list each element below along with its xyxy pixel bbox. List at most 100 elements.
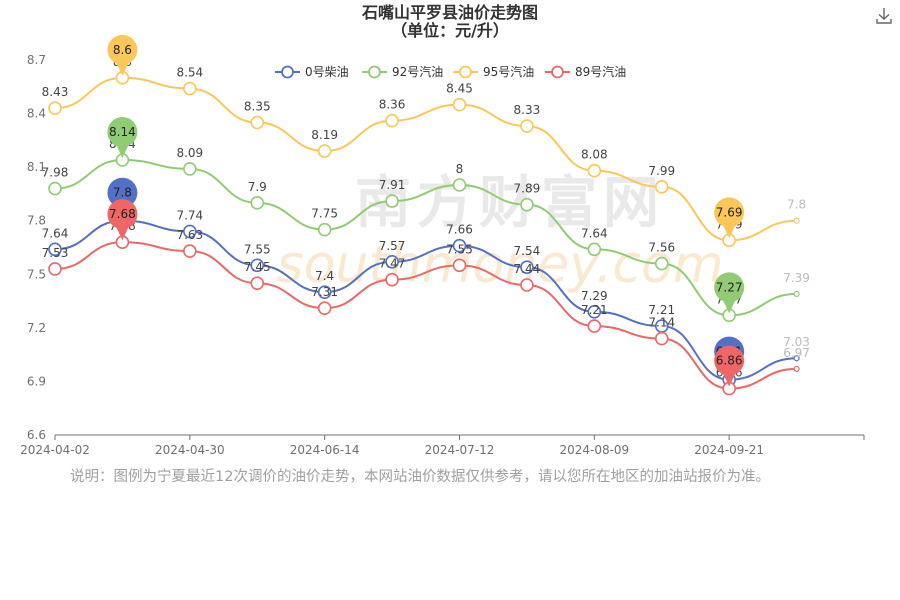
legend: 0号柴油 92号汽油 95号汽油 89号汽油 xyxy=(275,64,626,79)
marker-pin xyxy=(714,197,745,228)
marker-pin xyxy=(107,117,138,147)
x-tick-label: 2024-08-09 xyxy=(559,443,629,457)
legend-label: 89号汽油 xyxy=(575,64,626,79)
data-point xyxy=(48,181,62,196)
data-point xyxy=(520,278,534,292)
x-tick-label: 2024-06-14 xyxy=(290,443,360,457)
axes: 6.6 6.9 7.2 7.5 7.8 8.1 8.4 8.7 2024-04-02 2024-0… xyxy=(20,53,865,457)
legend-label: 95号汽油 xyxy=(483,64,534,79)
data-label: 7.57 xyxy=(379,239,406,253)
legend-symbol xyxy=(281,65,294,79)
marker-pin xyxy=(714,272,745,303)
data-label: 7.74 xyxy=(176,208,203,222)
data-point xyxy=(183,81,197,96)
legend-symbol xyxy=(459,65,472,79)
marker-pin-label: 7.69 xyxy=(716,205,743,219)
data-label: 7.56 xyxy=(648,241,675,255)
data-label: 7.8 xyxy=(787,198,806,212)
legend-symbol xyxy=(551,65,564,79)
marker-pin xyxy=(107,177,138,208)
marker-pin-label: 7.68 xyxy=(109,207,136,221)
data-label: 7.39 xyxy=(783,271,810,285)
watermark-text-en: southmoney.com xyxy=(277,235,724,295)
data-label: 7.31 xyxy=(311,285,338,299)
x-tick-label: 2024-04-02 xyxy=(20,443,90,457)
x-tick-label: 2024-07-12 xyxy=(425,443,495,457)
legend-label: 92号汽油 xyxy=(392,64,443,79)
data-label: 7.89 xyxy=(514,182,541,196)
y-tick-label: 8.7 xyxy=(27,53,46,67)
data-point xyxy=(48,242,62,257)
data-point xyxy=(183,244,197,258)
y-tick-label: 6.9 xyxy=(27,374,46,388)
legend-label: 0号柴油 xyxy=(305,65,349,79)
chart-title: 石嘴山平罗县油价走势图 xyxy=(361,3,538,22)
data-point xyxy=(385,113,399,128)
marker-pin-label: 7.27 xyxy=(716,280,743,294)
data-point xyxy=(793,217,800,224)
data-point xyxy=(587,319,602,333)
y-tick-label: 8.1 xyxy=(27,160,46,174)
data-point xyxy=(520,260,534,274)
data-label: 7.55 xyxy=(446,242,473,256)
data-label: 7.44 xyxy=(514,262,541,276)
y-tick-label: 7.8 xyxy=(27,214,46,228)
data-label: 7.63 xyxy=(176,228,203,242)
data-label: 7.91 xyxy=(379,178,406,192)
data-point xyxy=(520,197,534,212)
data-label: 8 xyxy=(456,162,464,176)
data-point xyxy=(654,331,669,346)
marker-pin-label: 8.6 xyxy=(113,43,132,57)
data-point xyxy=(250,258,265,273)
data-label: 7.4 xyxy=(315,269,334,283)
data-point xyxy=(587,242,602,257)
data-label: 8.19 xyxy=(311,128,338,142)
data-point xyxy=(587,304,602,319)
x-tick-label: 2024-09-21 xyxy=(694,443,764,457)
data-label: 8.08 xyxy=(581,148,608,162)
y-tick-label: 6.6 xyxy=(27,428,46,442)
data-point xyxy=(48,262,62,276)
data-label: 7.98 xyxy=(42,166,69,180)
data-label: 7.45 xyxy=(244,260,271,274)
data-label: 8.45 xyxy=(446,82,473,96)
data-label: 8.09 xyxy=(176,146,203,160)
legend-symbol xyxy=(368,65,381,79)
marker-pin xyxy=(714,345,745,376)
data-point xyxy=(654,256,669,271)
download-icon[interactable] xyxy=(874,6,894,26)
data-point xyxy=(793,290,800,298)
data-label: 7.21 xyxy=(648,303,675,317)
data-point xyxy=(317,144,332,158)
marker-pin xyxy=(107,34,138,65)
chart-subtitle: （单位：元/升） xyxy=(391,21,509,40)
data-point xyxy=(317,285,332,299)
y-tick-label: 8.4 xyxy=(27,107,46,121)
data-point xyxy=(587,163,602,178)
marker-pin xyxy=(107,199,138,230)
data-point xyxy=(793,365,800,373)
data-point xyxy=(385,254,399,269)
watermark-text-cn: 南方财富网 xyxy=(355,171,665,236)
data-label: 7.9 xyxy=(248,180,267,194)
data-point xyxy=(452,258,467,273)
data-label: 7.21 xyxy=(581,303,608,317)
data-label: 8.33 xyxy=(514,103,541,117)
data-point xyxy=(793,355,800,362)
data-point xyxy=(317,222,332,237)
data-label: 8.43 xyxy=(42,85,69,99)
marker-pins: 7.86.918.147.278.67.697.686.86 xyxy=(107,34,745,387)
chart-note: 说明：图例为宁夏最近12次调价的油价走势，本网站油价数据仅供参考，请以您所在地区… xyxy=(70,469,770,485)
data-label: 7.53 xyxy=(42,246,69,260)
data-label: 7.29 xyxy=(581,289,608,303)
x-tick-label: 2024-04-30 xyxy=(155,443,225,457)
marker-pin-label: 6.86 xyxy=(716,354,743,368)
data-point xyxy=(385,194,399,208)
data-point xyxy=(654,179,669,194)
data-label: 7.03 xyxy=(783,335,810,349)
data-label: 7.64 xyxy=(42,226,69,240)
data-label: 7.75 xyxy=(311,207,338,221)
data-label: 6.97 xyxy=(783,346,810,360)
